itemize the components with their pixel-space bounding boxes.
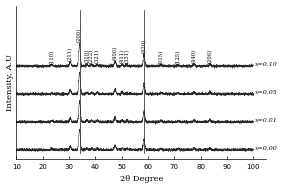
Text: (222): (222) bbox=[89, 49, 94, 63]
Text: (440): (440) bbox=[192, 49, 197, 63]
Text: (321): (321) bbox=[95, 49, 100, 63]
Text: (200): (200) bbox=[77, 28, 82, 42]
Text: x=0.05: x=0.05 bbox=[255, 90, 278, 95]
Text: x=0.01: x=0.01 bbox=[255, 118, 278, 123]
Text: (331): (331) bbox=[124, 49, 129, 64]
Text: (110): (110) bbox=[49, 49, 54, 64]
Text: x=0.10: x=0.10 bbox=[255, 62, 278, 67]
Text: (206): (206) bbox=[207, 48, 212, 63]
Text: x=0.00: x=0.00 bbox=[255, 146, 278, 151]
Text: (211): (211) bbox=[68, 47, 73, 61]
Text: (310): (310) bbox=[84, 49, 89, 63]
Text: (400): (400) bbox=[113, 46, 118, 60]
Text: (420): (420) bbox=[141, 39, 146, 53]
Text: (015): (015) bbox=[158, 49, 164, 64]
Y-axis label: Intensity, A.U: Intensity, A.U bbox=[5, 54, 14, 111]
X-axis label: 2θ Degree: 2θ Degree bbox=[120, 175, 163, 184]
Text: (125): (125) bbox=[176, 50, 181, 64]
Text: (411): (411) bbox=[120, 49, 125, 63]
